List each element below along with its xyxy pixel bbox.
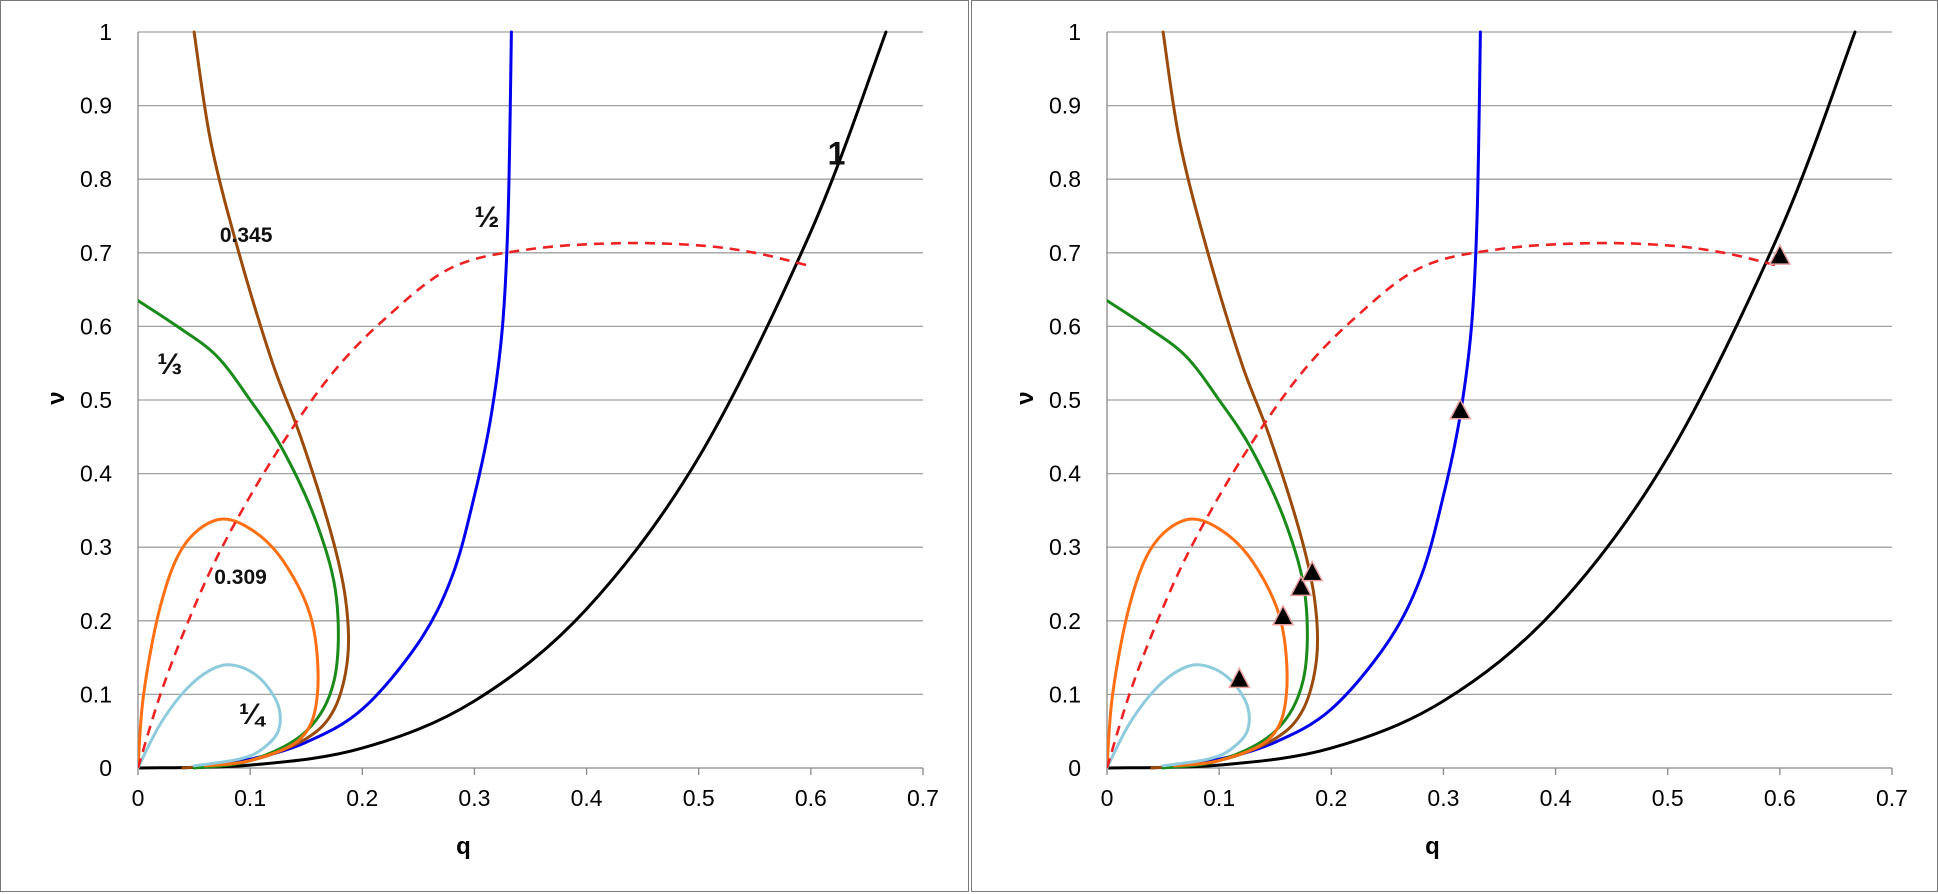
y-tick-label: 0 xyxy=(1068,755,1081,781)
triangle-marker xyxy=(1271,604,1295,626)
chart-right-svg: 0 0.1 0.2 0.3 0.4 0.5 0.6 0.7 0.8 0.9 1 0 0.1 0.2 0.3 0… xyxy=(1012,19,1908,860)
y-axis-title: ν xyxy=(1012,391,1039,404)
curve-label: ⅓ xyxy=(157,348,182,381)
y-tick-label: 0.5 xyxy=(1049,387,1081,413)
x-tick-label: 0.2 xyxy=(346,785,378,811)
triangle-marker xyxy=(1449,398,1472,420)
y-tick-label: 1 xyxy=(99,19,112,45)
x-tick-label: 0.1 xyxy=(1203,785,1235,811)
chart-left-svg: 00.10.20.30.40.50.60.70.80.910 0.1 0.2 0.3 0… xyxy=(43,19,939,860)
x-tick-label: 0.5 xyxy=(1652,785,1684,811)
x-axis-title: q xyxy=(1425,833,1440,860)
y-tick-label: 0.7 xyxy=(1049,240,1081,266)
y-tick-label: 0.4 xyxy=(80,461,112,487)
series-line-3 xyxy=(1107,299,1309,770)
series-line-5 xyxy=(138,663,282,770)
series-line-0 xyxy=(1107,30,1857,770)
x-tick-label: 0.7 xyxy=(1876,785,1908,811)
chart-panel-right: 0 0.1 0.2 0.3 0.4 0.5 0.6 0.7 0.8 0.9 1 0 0.1 0.2 0.3 0… xyxy=(971,0,1938,892)
x-tick-label: 0.3 xyxy=(458,785,490,811)
triangle-marker xyxy=(1289,574,1313,597)
curve-label: ½ xyxy=(474,201,499,234)
y-tick-label: 0.9 xyxy=(80,93,112,119)
y-tick-label: 0.8 xyxy=(80,166,112,192)
y-tick-label: 0.6 xyxy=(1049,313,1081,339)
y-tick-label: 0.3 xyxy=(80,534,112,560)
series-line-2 xyxy=(181,30,351,770)
x-tick-label: 0.1 xyxy=(234,785,266,811)
x-tick-label: 0 xyxy=(1101,785,1114,811)
y-tick-label: 0.3 xyxy=(1049,534,1081,560)
y-tick-label: 0.1 xyxy=(80,681,112,707)
curve-label: 0.345 xyxy=(220,224,273,247)
y-tick-label: 1 xyxy=(1068,19,1081,45)
y-tick-label: 0.6 xyxy=(80,313,112,339)
x-axis-title: q xyxy=(456,833,471,860)
triangle-marker xyxy=(1228,666,1251,689)
series-line-1 xyxy=(192,30,513,768)
y-tick-label: 0.8 xyxy=(1049,166,1081,192)
y-axis-title: ν xyxy=(43,391,70,404)
y-tick-label: 0.5 xyxy=(80,387,112,413)
y-tick-label: 0.7 xyxy=(80,240,112,266)
x-tick-label: 0.5 xyxy=(683,785,715,811)
series-line-6 xyxy=(1107,241,1777,769)
series-line-6 xyxy=(138,241,808,769)
x-tick-label: 0 xyxy=(132,785,145,811)
series-line-4 xyxy=(1107,517,1289,770)
y-tick-label: 0.9 xyxy=(1049,93,1081,119)
x-tick-label: 0.3 xyxy=(1427,785,1459,811)
series-line-3 xyxy=(138,299,340,770)
y-tick-label: 0.2 xyxy=(1049,608,1081,634)
chart-panel-left: 0 0.1 0.2 0.3 0.4 0.5 0.6 0.7 0.8 0.9 1 0 0.1 0.2 0.3 0… xyxy=(0,0,969,892)
series-line-2 xyxy=(1150,30,1320,770)
series-line-1 xyxy=(1161,30,1482,768)
x-tick-label: 0.4 xyxy=(571,785,603,811)
series-line-0 xyxy=(138,30,888,770)
y-tick-label: 0.1 xyxy=(1049,681,1081,707)
series-group xyxy=(138,30,888,770)
triangle-marker xyxy=(1300,560,1324,582)
curve-label: 0.309 xyxy=(214,566,267,589)
x-tick-label: 0.6 xyxy=(795,785,827,811)
curve-label: ¼ xyxy=(239,698,267,731)
y-tick-label: 0.4 xyxy=(1049,461,1081,487)
triangle-marker xyxy=(1768,243,1792,265)
curve-label: 1 xyxy=(828,135,846,171)
x-tick-label: 0.2 xyxy=(1315,785,1347,811)
y-tick-label: 0.2 xyxy=(80,608,112,634)
series-group xyxy=(1107,30,1857,770)
y-tick-label: 0 xyxy=(99,755,112,781)
series-line-4 xyxy=(138,517,320,770)
series-line-5 xyxy=(1107,663,1251,770)
x-tick-label: 0.6 xyxy=(1764,785,1796,811)
x-tick-label: 0.7 xyxy=(907,785,939,811)
x-tick-label: 0.4 xyxy=(1540,785,1572,811)
